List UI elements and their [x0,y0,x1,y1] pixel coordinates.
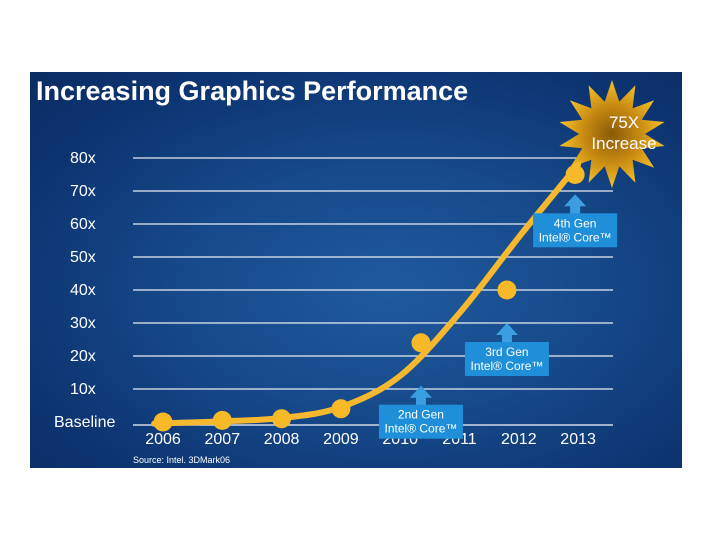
callout-arrow-head [409,385,432,398]
increase-burst: 75X Increase [559,80,665,188]
data-point [411,333,431,353]
callout-arrow-head [564,194,587,207]
callout-box [533,213,618,248]
data-point [153,412,173,432]
callout-label: 3rd Gen [485,345,528,359]
callout-label: Intel® Core™ [539,230,612,244]
callout-box [464,342,549,376]
callout-arrow-head [495,323,518,335]
x-tick-label: 2007 [205,431,241,448]
chart-title: Increasing Graphics Performance [36,76,468,106]
callout-arrow-stem [501,334,512,343]
x-tick-label: 2009 [323,431,359,448]
x-tick-label: 2008 [264,431,300,448]
chart: Increasing Graphics Performance Baseline… [36,76,665,465]
source-note: Source: Intel. 3DMark06 [133,455,230,465]
callout-arrow-stem [415,396,426,406]
callout-label: Intel® Core™ [385,422,458,436]
gridlines [133,157,613,426]
burst-label: 75X [609,113,639,132]
data-point [272,409,292,429]
callout-label: Intel® Core™ [471,359,544,373]
y-tick-label: 30x [70,315,96,332]
burst-star-shape [559,80,665,188]
y-tick-label: 70x [70,183,96,200]
callout-label: 4th Gen [554,216,597,230]
y-axis: Baseline 10x 20x 30x 40x 50x 60x 70x 80x [54,150,115,431]
x-tick-label: 2013 [560,431,596,448]
y-tick-label: 40x [70,282,96,299]
y-tick-label: Baseline [54,414,115,431]
data-points [153,165,585,432]
y-tick-label: 50x [70,249,96,266]
burst-label: Increase [591,134,656,153]
data-point [565,165,585,184]
y-tick-label: 60x [70,216,96,233]
callout-box [378,404,463,439]
x-axis: 2006 2007 2008 2009 2010 2011 2012 2013 [145,431,596,448]
y-tick-label: 20x [70,348,96,365]
x-tick-label: 2006 [145,431,181,448]
chart-slide: Increasing Graphics Performance Baseline… [30,72,682,468]
y-tick-label: 80x [70,150,96,167]
data-point [497,280,517,300]
data-point [331,399,351,419]
callout-arrow-stem [570,205,581,215]
x-tick-label: 2012 [501,431,537,448]
y-tick-label: 10x [70,381,96,398]
data-point [212,410,232,430]
callout-label: 2nd Gen [398,408,444,422]
